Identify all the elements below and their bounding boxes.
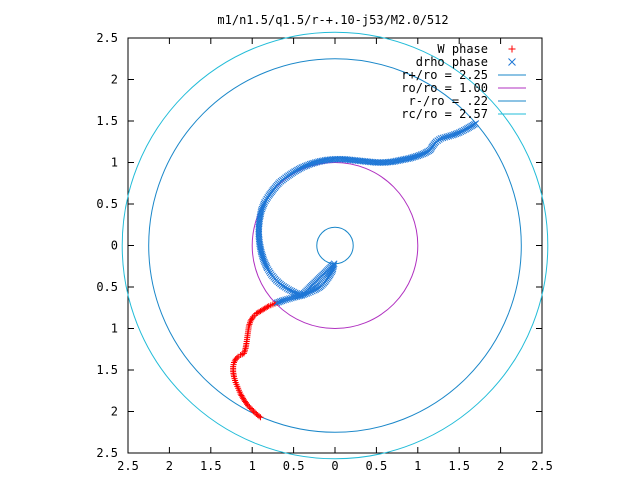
- cross-marker: [455, 129, 463, 136]
- x-tick-label: 1: [249, 459, 256, 473]
- legend-label: drho phase: [416, 55, 488, 69]
- y-tick-label: 1.5: [96, 114, 118, 128]
- y-tick-label: 2.5: [96, 31, 118, 45]
- cross-marker: [454, 129, 461, 137]
- reference-circle: [251, 162, 419, 329]
- y-tick-label: 2: [111, 73, 118, 87]
- legend-label: rc/ro = 2.57: [401, 107, 488, 121]
- y-tick-label: 1: [111, 156, 118, 170]
- cross-marker: [309, 287, 316, 295]
- x-tick-label: 0: [331, 459, 338, 473]
- cross-marker: [288, 294, 295, 302]
- reference-circles: [121, 31, 549, 460]
- y-tick-label: 2: [111, 405, 118, 419]
- cross-marker: [286, 286, 294, 294]
- cross-marker: [508, 58, 516, 66]
- x-tick-label: 1: [414, 459, 421, 473]
- cross-marker: [291, 289, 299, 297]
- cross-marker: [286, 295, 293, 302]
- cross-marker: [284, 295, 291, 303]
- plus-marker: [508, 45, 516, 53]
- legend-label: ro/ro = 1.00: [401, 81, 488, 95]
- plus-marker: [250, 408, 257, 415]
- y-tick-label: 0.5: [96, 280, 118, 294]
- reference-circle: [121, 31, 549, 460]
- cross-marker: [445, 132, 453, 140]
- x-tick-label: 2: [166, 459, 173, 473]
- y-tick-label: 1: [111, 322, 118, 336]
- cross-marker: [459, 127, 466, 135]
- x-tick-label: 2.5: [531, 459, 553, 473]
- cross-marker: [280, 296, 288, 304]
- x-tick-label: 0.5: [366, 459, 388, 473]
- plus-marker: [251, 409, 258, 416]
- cross-marker: [290, 288, 297, 296]
- plus-marker: [247, 405, 254, 412]
- reference-circle: [148, 58, 522, 433]
- axis-ticks: 2.5 2 1.5 1 0.5 0 0.5 1 1.5 2 2.52.521.510.500.511…: [96, 31, 553, 473]
- cross-marker: [260, 200, 268, 208]
- x-tick-label: 2.5: [117, 459, 139, 473]
- plus-marker: [249, 315, 256, 322]
- cross-marker: [441, 133, 449, 141]
- cross-marker: [439, 134, 447, 142]
- cross-marker: [293, 290, 301, 297]
- series-drho-phase: [255, 120, 480, 307]
- cross-marker: [447, 132, 454, 140]
- cross-marker: [437, 135, 445, 142]
- cross-marker: [443, 133, 451, 141]
- cross-marker: [278, 297, 286, 305]
- chart-title: m1/n1.5/q1.5/r-+.10-j53/M2.0/512: [217, 13, 448, 27]
- x-tick-label: 1.5: [200, 459, 222, 473]
- cross-marker: [472, 120, 480, 127]
- x-tick-label: 1.5: [448, 459, 470, 473]
- y-tick-label: 0.5: [96, 197, 118, 211]
- y-tick-label: 1.5: [96, 363, 118, 377]
- cross-marker: [457, 128, 465, 136]
- plus-marker: [233, 354, 240, 361]
- data-series: [230, 120, 480, 421]
- legend-label: r-/ro = .22: [409, 94, 488, 108]
- plus-marker: [264, 303, 271, 310]
- cross-marker: [282, 296, 289, 304]
- x-tick-label: 2: [497, 459, 504, 473]
- x-tick-label: 0.5: [283, 459, 305, 473]
- legend-label: r+/ro = 2.25: [401, 68, 488, 82]
- plus-marker: [238, 392, 245, 399]
- legend-label: W phase: [437, 42, 488, 56]
- y-tick-label: 0: [111, 239, 118, 253]
- cross-marker: [288, 287, 296, 295]
- plus-marker: [249, 406, 256, 413]
- series-w-phase: [230, 299, 281, 421]
- cross-marker: [460, 126, 468, 134]
- plus-marker: [253, 410, 260, 417]
- reference-circle: [316, 226, 354, 265]
- y-tick-label: 2.5: [96, 446, 118, 460]
